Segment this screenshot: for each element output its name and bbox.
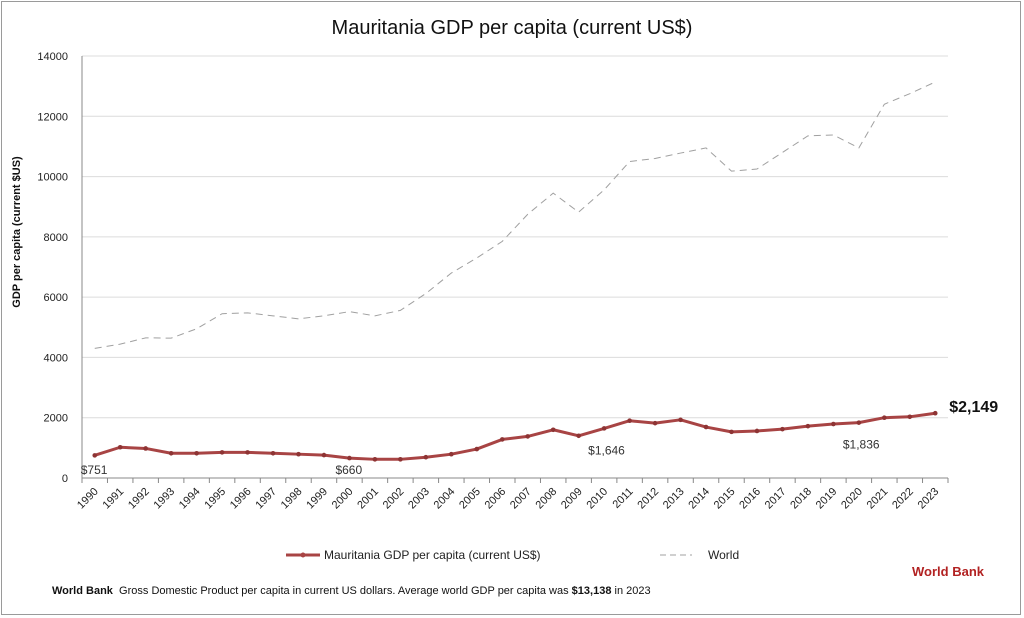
data-point [703, 424, 709, 430]
data-point [805, 423, 811, 429]
x-tick-label: 1997 [253, 486, 279, 512]
data-point [576, 433, 581, 439]
data-point [907, 414, 913, 420]
data-point [856, 420, 862, 425]
x-tick-label: 2012 [635, 486, 661, 512]
data-point [831, 421, 836, 427]
y-tick-label: 0 [62, 473, 68, 485]
y-tick-label: 2000 [44, 413, 68, 425]
x-tick-label: 2014 [686, 486, 712, 512]
data-point [92, 453, 98, 458]
x-tick-label: 2023 [916, 486, 942, 512]
data-point [499, 437, 505, 442]
x-tick-label: 2022 [890, 486, 916, 512]
x-tick-label: 1992 [126, 486, 152, 512]
x-tick-label: 1998 [279, 486, 305, 512]
legend-world-label: World [708, 548, 739, 562]
data-point [729, 429, 734, 435]
data-label: $2,149 [949, 399, 998, 416]
x-tick-label: 2001 [355, 486, 381, 512]
x-tick-label: 2021 [865, 486, 891, 512]
data-point [627, 418, 632, 424]
x-tick-label: 2004 [432, 486, 458, 512]
data-point [550, 427, 556, 433]
x-tick-label: 2000 [330, 486, 356, 512]
data-point [932, 410, 938, 416]
x-tick-label: 2015 [712, 486, 738, 512]
data-point [117, 444, 123, 450]
x-tick-label: 2008 [534, 486, 560, 512]
x-tick-label: 1993 [151, 486, 177, 512]
data-point [652, 420, 658, 426]
data-label: $751 [81, 463, 108, 477]
x-tick-label: 1994 [177, 486, 203, 512]
legend: Mauritania GDP per capita (current US$) … [286, 548, 739, 562]
data-point [143, 446, 148, 451]
x-tick-label: 2017 [763, 486, 789, 512]
data-point [474, 446, 480, 452]
y-axis-label: GDP per capita (current $US) [11, 156, 23, 308]
data-point [601, 426, 607, 431]
data-point [270, 450, 276, 456]
x-tick-label: 1995 [202, 486, 228, 512]
data-point [398, 457, 403, 462]
x-tick-label: 2007 [508, 486, 534, 512]
chart-title: Mauritania GDP per capita (current US$) [332, 17, 693, 39]
y-tick-label: 10000 [37, 172, 68, 184]
footer-note: World Bank Gross Domestic Product per ca… [52, 585, 651, 597]
footer-value: $13,138 [571, 585, 612, 597]
x-tick-label: 2003 [406, 486, 432, 512]
data-point [194, 450, 199, 456]
x-tick-label: 2020 [839, 486, 865, 512]
legend-mauritania-marker [300, 552, 306, 558]
data-point [296, 451, 301, 457]
y-tick-label: 14000 [37, 51, 68, 63]
x-tick-label: 2006 [483, 486, 509, 512]
footer-source: World Bank [52, 585, 113, 597]
data-point [678, 417, 683, 423]
data-point [449, 451, 454, 457]
x-tick-label: 2019 [814, 486, 840, 512]
x-tick-label: 1990 [75, 486, 101, 512]
x-tick-label: 2013 [661, 486, 687, 512]
world-line [94, 81, 936, 349]
data-point [754, 428, 760, 434]
x-tick-label: 2009 [559, 486, 585, 512]
x-tick-label: 1996 [228, 486, 254, 512]
data-label: $1,836 [843, 438, 880, 452]
data-point [219, 450, 225, 455]
y-tick-label: 6000 [44, 292, 68, 304]
y-tick-label: 8000 [44, 232, 68, 244]
x-tick-label: 1999 [304, 486, 330, 512]
data-point [525, 434, 531, 439]
y-tick-label: 4000 [44, 352, 68, 364]
x-tick-label: 2011 [611, 486, 636, 511]
data-point [347, 455, 352, 461]
x-tick-label: 1991 [101, 486, 127, 512]
data-point [321, 452, 327, 458]
data-point [372, 457, 378, 462]
data-point [423, 454, 429, 460]
footer-text: Gross Domestic Product per capita in cur… [119, 585, 572, 597]
x-tick-label: 2005 [457, 486, 483, 512]
mauritania-line [94, 411, 936, 461]
y-tick-label: 12000 [37, 111, 68, 123]
brand-label: World Bank [912, 564, 984, 579]
data-point [882, 415, 887, 421]
x-tick-label: 2016 [737, 486, 763, 512]
x-tick-label: 2010 [584, 486, 610, 512]
legend-mauritania-label: Mauritania GDP per capita (current US$) [324, 548, 541, 562]
x-tick-label: 2018 [788, 486, 814, 512]
data-point [245, 450, 250, 455]
data-label: $1,646 [588, 443, 625, 457]
x-tick-label: 2002 [381, 486, 407, 512]
footer-suffix: in 2023 [611, 585, 651, 597]
data-label: $660 [335, 463, 362, 477]
data-point [168, 450, 174, 456]
data-point [780, 426, 785, 432]
